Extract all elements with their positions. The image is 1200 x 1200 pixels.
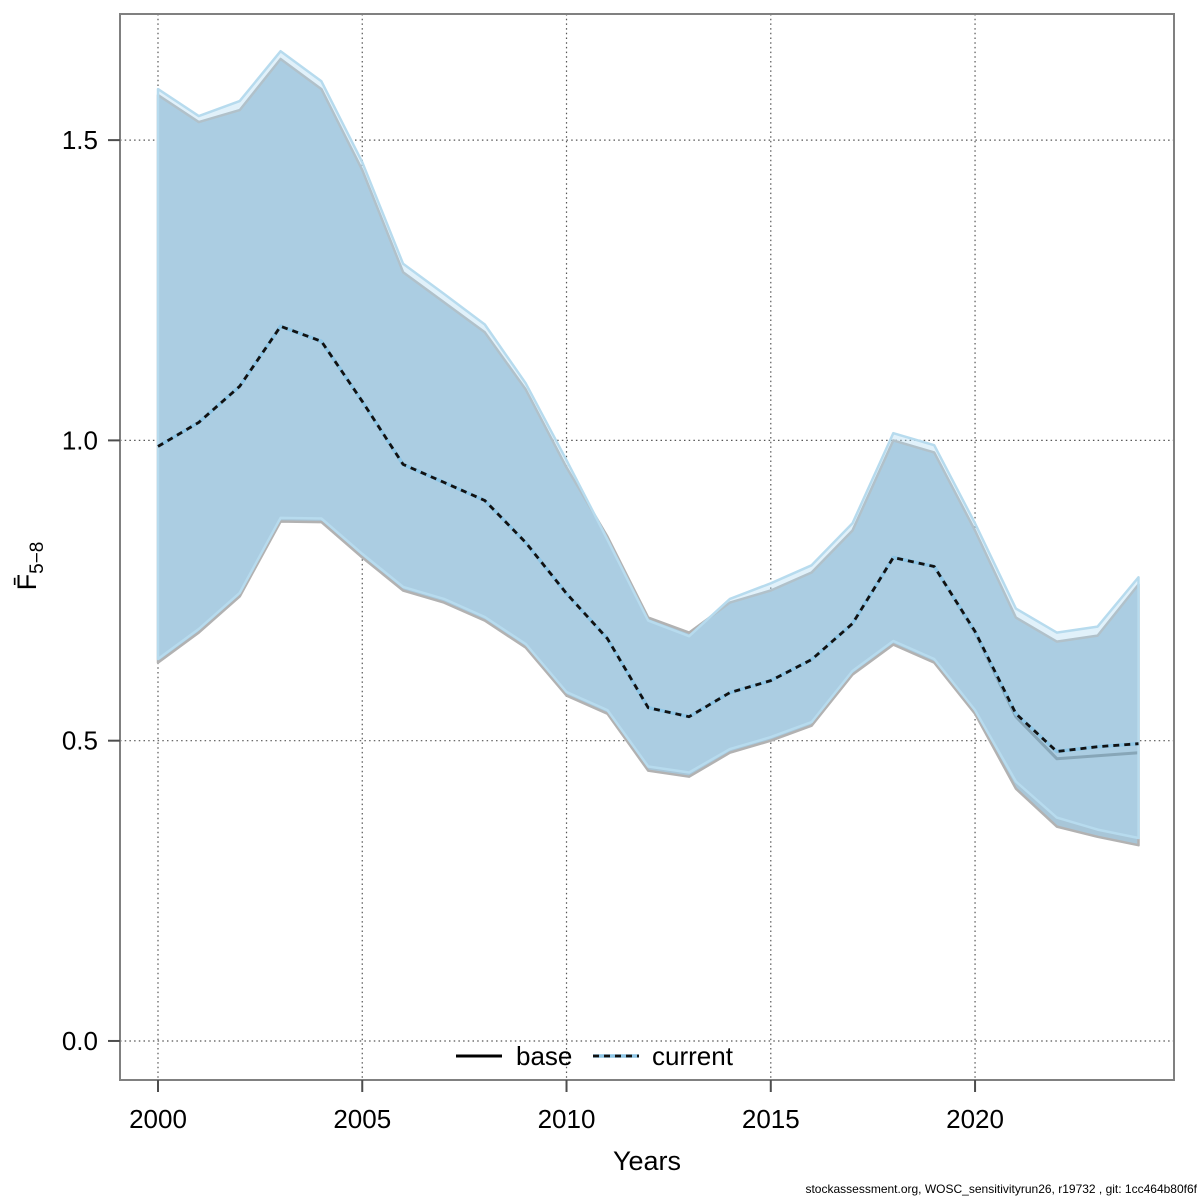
legend: base current xyxy=(456,1041,734,1071)
x-tick-label: 2020 xyxy=(946,1104,1004,1134)
footer-note: stockassessment.org, WOSC_sensitivityrun… xyxy=(805,1182,1197,1196)
mean-line-current-dashed xyxy=(157,324,1139,753)
y-tick-label: 1.0 xyxy=(62,425,98,455)
x-tick-label: 2015 xyxy=(742,1104,800,1134)
x-axis-title: Years xyxy=(613,1146,681,1176)
x-tick-label: 2000 xyxy=(129,1104,187,1134)
x-tick-label: 2010 xyxy=(538,1104,596,1134)
y-tick-label: 0.0 xyxy=(62,1026,98,1056)
legend-label-base: base xyxy=(516,1041,572,1071)
plot-frame xyxy=(119,13,1175,1081)
y-axis-title-sub: 5−8 xyxy=(27,542,48,574)
mean-lines xyxy=(157,324,1139,754)
confidence-bands xyxy=(156,49,1140,847)
band-base xyxy=(156,57,1140,847)
y-axis-title: F̄5−8 xyxy=(12,542,48,591)
y-axis-title-main: F̄ xyxy=(12,574,42,591)
legend-label-current: current xyxy=(652,1041,734,1071)
band-current xyxy=(156,49,1140,840)
x-tick-label: 2005 xyxy=(333,1104,391,1134)
y-tick-label: 0.5 xyxy=(62,726,98,756)
axis-ticks-and-labels: 0.0 0.5 1.0 1.5 2000 2005 2010 2015 2020 xyxy=(62,125,1004,1134)
y-tick-label: 1.5 xyxy=(62,125,98,155)
